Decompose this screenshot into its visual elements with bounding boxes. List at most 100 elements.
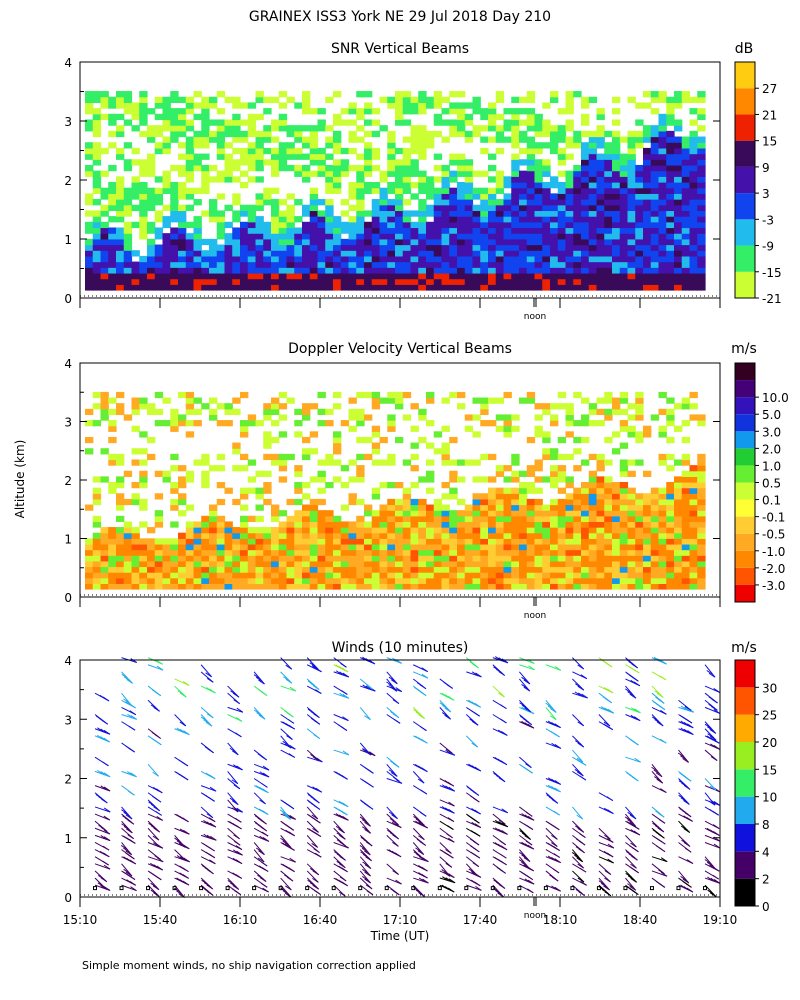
snr-cell <box>503 272 512 280</box>
snr-cell <box>650 278 660 285</box>
snr-cell <box>612 272 621 280</box>
doppler-cell <box>286 498 295 506</box>
doppler-cell <box>519 487 528 494</box>
doppler-cell <box>588 482 598 489</box>
wind-barb-feather <box>208 817 216 823</box>
doppler-cell <box>480 397 489 404</box>
wind-barb-feather <box>390 686 398 692</box>
snr-cell <box>85 250 94 257</box>
snr-cell <box>488 250 497 257</box>
snr-cell <box>689 96 698 104</box>
doppler-cell <box>201 560 210 568</box>
snr-cell <box>379 221 388 229</box>
doppler-cell <box>302 577 311 584</box>
doppler-cell <box>581 397 590 404</box>
snr-cell <box>449 199 458 206</box>
doppler-cell <box>689 577 698 584</box>
snr-cell <box>309 221 319 229</box>
snr-cell <box>612 119 621 126</box>
doppler-cell <box>123 414 133 421</box>
snr-cell <box>325 284 334 291</box>
snr-cell <box>286 142 295 149</box>
wind-barb-feather <box>233 699 240 705</box>
doppler-cell <box>193 397 202 404</box>
snr-cell <box>596 255 605 263</box>
doppler-cell <box>348 555 357 562</box>
snr-cell <box>550 125 559 132</box>
doppler-cell <box>557 510 567 517</box>
snr-cell <box>526 193 536 200</box>
wind-barb-feather <box>342 716 349 722</box>
doppler-cell <box>139 431 148 438</box>
doppler-cell <box>410 527 419 534</box>
snr-cell <box>139 108 148 115</box>
doppler-cell <box>387 498 396 506</box>
doppler-cell <box>495 493 505 500</box>
snr-cell <box>519 193 528 200</box>
snr-cell <box>286 216 295 223</box>
snr-cell <box>681 199 691 206</box>
doppler-cell <box>116 459 125 466</box>
doppler-cell <box>697 532 706 539</box>
snr-cell <box>371 278 381 285</box>
snr-cell <box>364 142 373 149</box>
snr-cell <box>526 272 536 280</box>
snr-cell <box>464 130 474 138</box>
snr-cell <box>309 216 319 223</box>
doppler-cell <box>441 543 450 551</box>
wind-barb <box>280 870 294 882</box>
wind-barb <box>386 756 400 768</box>
wind-barb <box>253 671 265 685</box>
snr-cell <box>139 119 148 126</box>
doppler-cell <box>426 577 435 584</box>
snr-cell <box>271 164 280 172</box>
doppler-cell <box>426 459 435 466</box>
wind-barb-feather <box>307 708 315 714</box>
doppler-cell <box>449 566 458 573</box>
doppler-cell <box>573 498 582 506</box>
snr-cell <box>480 244 489 251</box>
snr-cell <box>619 261 629 268</box>
snr-cell <box>557 255 567 263</box>
wind-barb-staff <box>121 714 137 720</box>
snr-cell <box>658 159 667 166</box>
snr-cell <box>317 255 326 263</box>
wind-barb-feather <box>183 829 190 835</box>
snr-cell <box>472 210 481 217</box>
snr-cell <box>635 142 644 149</box>
snr-cell <box>278 244 288 251</box>
snr-cell <box>286 193 295 200</box>
doppler-cell <box>627 515 636 523</box>
wind-barb-staff <box>147 842 164 849</box>
doppler-cell <box>147 436 156 444</box>
snr-cell <box>364 238 373 246</box>
snr-cell <box>464 187 474 194</box>
doppler-cell <box>340 465 350 472</box>
wind-barb-feather <box>392 841 399 847</box>
doppler-cell <box>154 470 164 477</box>
wind-barb <box>227 827 240 840</box>
doppler-cell <box>333 538 342 545</box>
snr-cell <box>635 278 644 285</box>
snr-cell <box>457 233 466 240</box>
doppler-cell <box>216 453 226 461</box>
doppler-cell <box>480 504 489 511</box>
snr-cell <box>116 91 125 98</box>
doppler-cell <box>681 482 691 489</box>
snr-cell <box>666 233 675 240</box>
snr-cell <box>387 250 396 257</box>
snr-cell <box>511 284 520 291</box>
doppler-cell <box>263 436 272 444</box>
wind-barb-feather <box>310 717 318 723</box>
doppler-cell <box>340 583 350 590</box>
doppler-cell <box>449 543 458 551</box>
colorbar-label: -2.0 <box>762 562 785 576</box>
doppler-cell <box>643 431 652 438</box>
doppler-cell <box>201 476 210 483</box>
snr-cell <box>426 244 435 251</box>
snr-cell <box>116 193 125 200</box>
doppler-cell <box>581 566 590 573</box>
doppler-cell <box>348 549 357 556</box>
snr-cell <box>100 227 109 234</box>
snr-cell <box>433 233 443 240</box>
